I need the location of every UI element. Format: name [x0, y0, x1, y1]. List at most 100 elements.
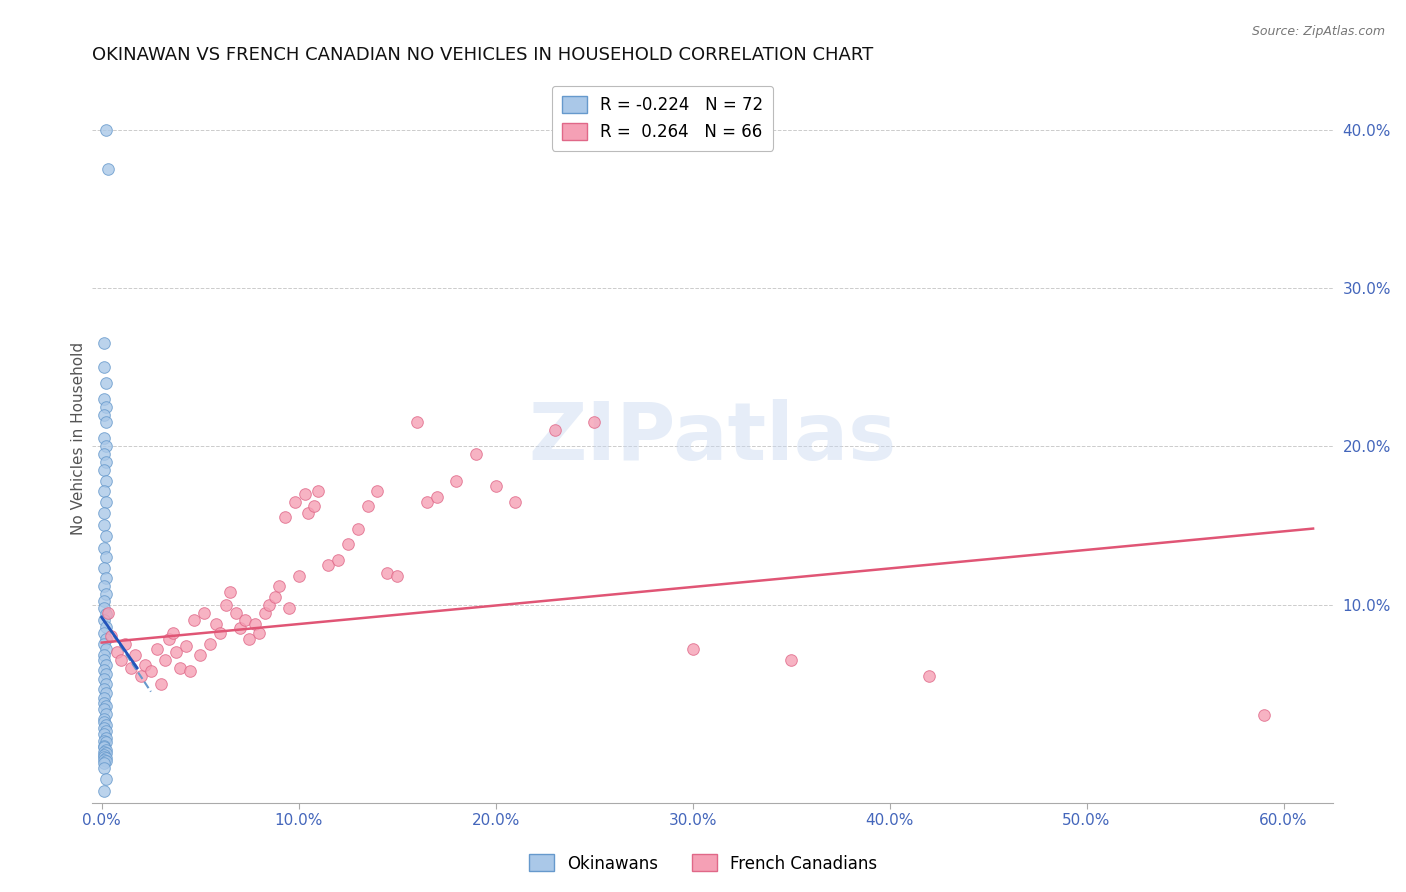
Point: [287, 569, 309, 583]
Point: [93, 696, 115, 710]
Point: [120, 661, 142, 675]
Point: [93, 431, 115, 445]
Point: [93, 336, 115, 351]
Point: [297, 506, 319, 520]
Point: [162, 626, 184, 640]
Point: [94, 667, 117, 681]
Point: [94, 550, 117, 565]
Point: [166, 645, 188, 659]
Point: [346, 522, 368, 536]
Text: ZIPatlas: ZIPatlas: [529, 400, 897, 477]
Point: [93, 360, 115, 375]
Point: [93, 721, 115, 735]
Point: [134, 657, 156, 672]
Point: [94, 735, 117, 749]
Point: [124, 648, 146, 663]
Point: [225, 606, 247, 620]
Point: [94, 632, 117, 647]
Point: [93, 483, 115, 498]
Point: [93, 672, 115, 686]
Point: [146, 641, 169, 656]
Point: [100, 629, 122, 643]
Point: [139, 664, 162, 678]
Point: [94, 677, 117, 691]
Point: [157, 632, 180, 647]
Point: [110, 653, 132, 667]
Point: [94, 455, 117, 469]
Point: [94, 747, 117, 761]
Point: [304, 500, 326, 514]
Point: [94, 571, 117, 585]
Point: [93, 600, 115, 615]
Point: [326, 553, 349, 567]
Point: [336, 537, 359, 551]
Point: [264, 590, 287, 604]
Point: [93, 653, 115, 667]
Point: [94, 529, 117, 543]
Point: [93, 447, 115, 461]
Point: [93, 761, 115, 775]
Point: [94, 641, 117, 656]
Point: [375, 566, 398, 580]
Point: [425, 490, 447, 504]
Point: [93, 740, 115, 755]
Point: [93, 747, 115, 762]
Point: [218, 585, 240, 599]
Point: [484, 479, 506, 493]
Point: [215, 598, 238, 612]
Point: [93, 626, 115, 640]
Point: [464, 447, 486, 461]
Point: [129, 669, 152, 683]
Point: [93, 714, 115, 729]
Legend: Okinawans, French Canadians: Okinawans, French Canadians: [522, 847, 884, 880]
Point: [208, 626, 231, 640]
Point: [94, 620, 117, 634]
Point: [94, 743, 117, 757]
Point: [114, 637, 136, 651]
Point: [93, 561, 115, 575]
Point: [94, 751, 117, 765]
Point: [93, 702, 115, 716]
Point: [235, 614, 257, 628]
Point: [94, 494, 117, 508]
Point: [94, 376, 117, 390]
Point: [93, 784, 115, 798]
Point: [356, 500, 378, 514]
Point: [93, 506, 115, 520]
Point: [93, 408, 115, 422]
Point: [93, 712, 115, 726]
Point: [93, 648, 115, 663]
Point: [183, 614, 205, 628]
Point: [918, 669, 941, 683]
Point: [93, 691, 115, 706]
Point: [94, 439, 117, 453]
Point: [94, 706, 117, 721]
Point: [93, 392, 115, 406]
Point: [505, 494, 527, 508]
Point: [93, 578, 115, 592]
Point: [94, 586, 117, 600]
Point: [93, 749, 115, 764]
Point: [366, 483, 388, 498]
Y-axis label: No Vehicles in Household: No Vehicles in Household: [72, 342, 86, 535]
Point: [179, 664, 201, 678]
Point: [444, 474, 467, 488]
Point: [94, 731, 117, 745]
Point: [93, 663, 115, 677]
Point: [277, 600, 299, 615]
Point: [228, 621, 250, 635]
Text: OKINAWAN VS FRENCH CANADIAN NO VEHICLES IN HOUSEHOLD CORRELATION CHART: OKINAWAN VS FRENCH CANADIAN NO VEHICLES …: [91, 46, 873, 64]
Point: [93, 594, 115, 608]
Legend: R = -0.224   N = 72, R =  0.264   N = 66: R = -0.224 N = 72, R = 0.264 N = 66: [553, 87, 773, 151]
Point: [149, 677, 172, 691]
Point: [169, 661, 191, 675]
Point: [205, 616, 228, 631]
Point: [93, 756, 115, 770]
Point: [198, 637, 221, 651]
Point: [94, 400, 117, 414]
Point: [94, 416, 117, 430]
Point: [284, 494, 307, 508]
Point: [245, 616, 267, 631]
Point: [274, 510, 297, 524]
Point: [93, 463, 115, 477]
